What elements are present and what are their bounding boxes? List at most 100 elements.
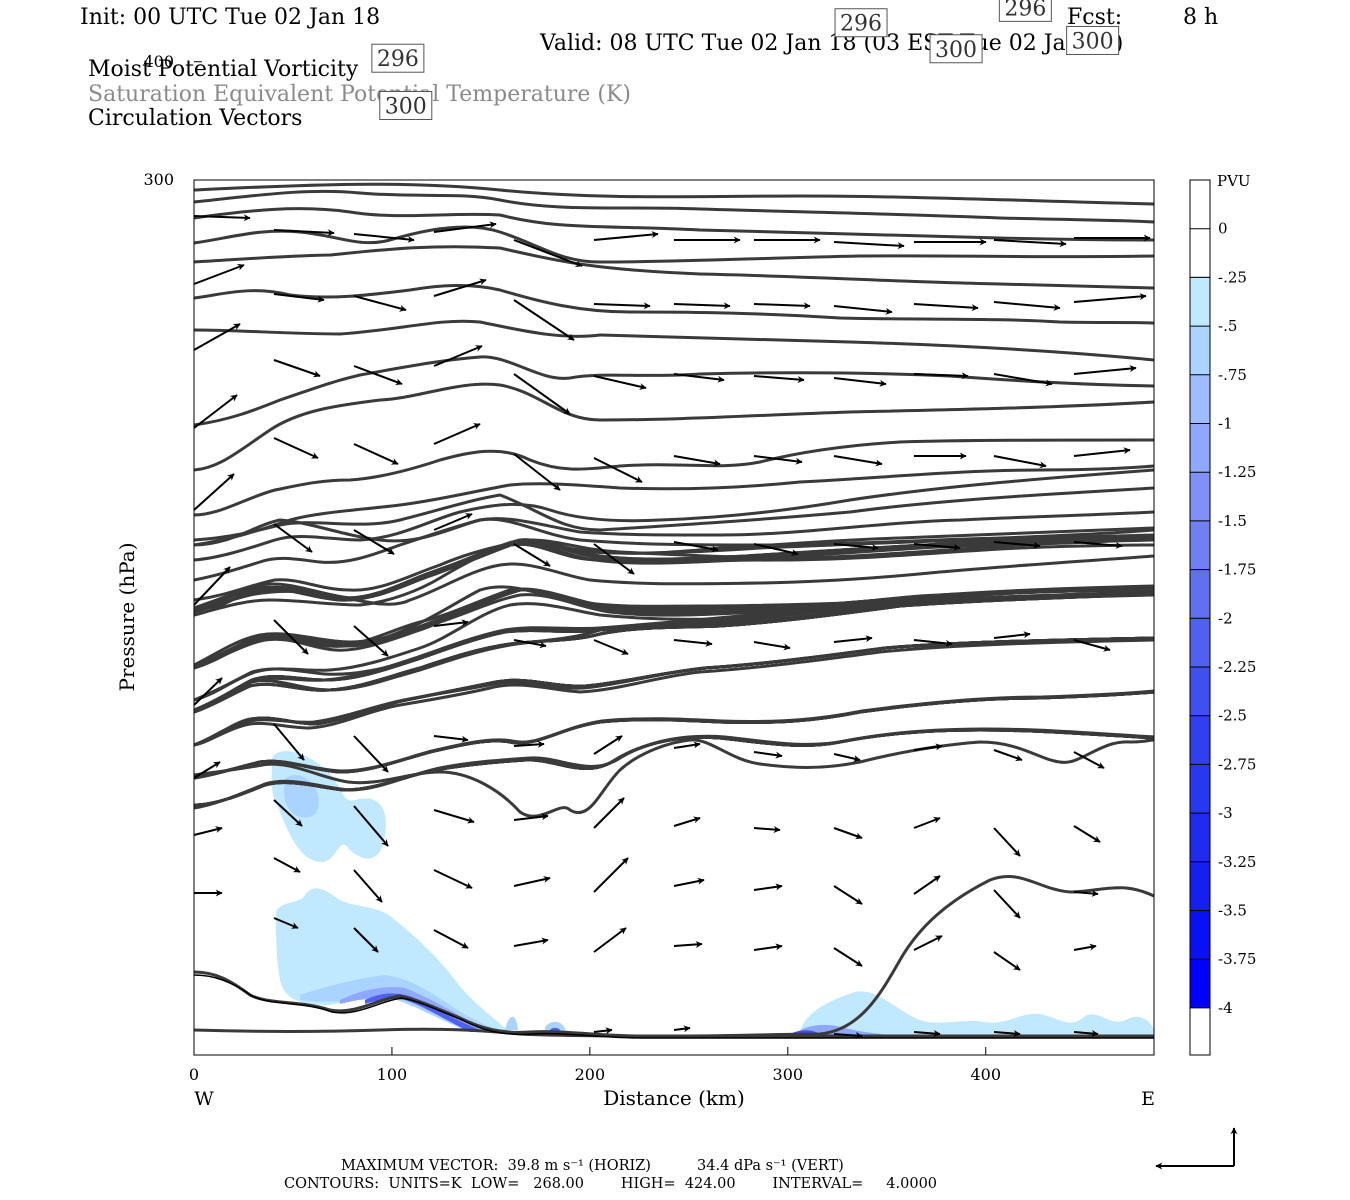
vector-arrow: [273, 437, 319, 459]
vector-arrow: [593, 231, 659, 241]
field-title-vectors: Circulation Vectors: [88, 106, 303, 131]
circulation-vectors: [193, 214, 1151, 1040]
contour-label: 300: [385, 95, 427, 120]
contour-label-box: [1066, 25, 1120, 55]
colorbar-cell: [1190, 764, 1210, 814]
vector-arrow: [273, 799, 303, 827]
vector-arrow: [193, 761, 221, 779]
vector-arrow: [753, 943, 783, 951]
vector-arrow: [593, 857, 629, 893]
vector-arrow: [673, 541, 719, 553]
colorbar-cell: [1190, 618, 1210, 667]
vector-arrow: [273, 293, 325, 303]
contour-label-box: [379, 91, 433, 121]
pv-shading: [271, 751, 1154, 1036]
colorbar-label: -1: [1218, 415, 1233, 433]
contour-line: [193, 355, 1155, 427]
contour-line: [193, 728, 1155, 807]
vector-arrow: [193, 826, 223, 836]
y-tick-label: 400: [143, 52, 174, 71]
vector-arrow: [353, 805, 389, 847]
vector-arrow: [273, 229, 335, 237]
vector-arrow: [673, 639, 713, 647]
reference-vector-legend: [1155, 1127, 1238, 1170]
vector-arrow: [593, 302, 651, 310]
colorbar-label: -.5: [1218, 317, 1237, 335]
vector-arrow: [1073, 751, 1105, 769]
vector-arrow: [913, 816, 941, 829]
vector-arrow: [273, 857, 301, 873]
vector-arrow: [993, 951, 1021, 971]
colorbar-label: -3.25: [1218, 853, 1256, 871]
vector-arrow: [273, 917, 299, 929]
colorbar-label: -2.25: [1218, 658, 1256, 676]
theta-e-contours: [193, 182, 1155, 1038]
vector-arrow: [433, 423, 481, 445]
vector-arrow: [753, 826, 781, 834]
vector-arrow: [993, 749, 1023, 762]
vector-arrow: [833, 455, 883, 467]
vector-arrow: [433, 619, 469, 627]
colorbar-cell: [1190, 715, 1210, 765]
vector-arrow: [833, 753, 861, 762]
x-tick-label: 0: [189, 1065, 199, 1084]
vector-arrow: [433, 929, 469, 949]
vector-arrow: [593, 543, 635, 575]
vector-arrow: [753, 543, 799, 557]
contour-label-box: [929, 34, 983, 64]
vector-arrow: [193, 214, 251, 222]
colorbar-label: -4: [1218, 999, 1233, 1017]
field-title-pv: Moist Potential Vorticity: [88, 57, 359, 82]
vector-arrow: [993, 1030, 1021, 1038]
pv-patch-lower: [276, 888, 520, 1035]
forecast-label: Fcst:: [1067, 5, 1123, 30]
vector-arrow: [193, 677, 223, 706]
x-end-label-east: E: [1141, 1088, 1155, 1110]
colorbar-label: -1.75: [1218, 561, 1256, 579]
colorbar-label: -2: [1218, 609, 1233, 627]
plot-frame: [193, 179, 1155, 1056]
vector-arrow: [593, 639, 629, 655]
vector-arrow: [353, 233, 415, 243]
vector-arrow: [913, 743, 943, 751]
vector-arrow: [433, 809, 475, 824]
forecast-hour: 8 h: [1183, 5, 1219, 30]
init-time: Init: 00 UTC Tue 02 Jan 18: [80, 5, 381, 30]
colorbar-cell: [1190, 910, 1210, 960]
colorbar-cell: [1190, 374, 1210, 424]
contour-label: 296: [377, 47, 419, 72]
vector-arrow: [273, 359, 321, 378]
vector-arrow: [593, 797, 625, 829]
vector-arrow: [353, 927, 379, 953]
vector-arrow: [753, 641, 791, 651]
colorbar-label: -3.75: [1218, 950, 1256, 968]
colorbar-label: -1.25: [1218, 463, 1256, 481]
vector-arrow: [1073, 365, 1137, 375]
vector-arrow: [513, 543, 551, 567]
contour-label: 296: [840, 12, 882, 37]
colorbar-label: -1.5: [1218, 512, 1247, 530]
vector-arrow: [353, 529, 395, 555]
contour-line: [193, 690, 1155, 780]
contour-line: [193, 690, 1155, 780]
colorbar-cell: [1190, 959, 1210, 1008]
vector-arrow: [353, 295, 407, 312]
vector-arrow: [593, 927, 627, 953]
colorbar-title: PVU: [1217, 172, 1251, 190]
vector-arrow: [993, 239, 1067, 248]
contour-line: [193, 584, 1155, 702]
colorbar-cell: [1190, 472, 1210, 521]
vector-arrow: [913, 875, 941, 895]
colorbar-cell: [1190, 520, 1210, 570]
vector-arrow: [433, 869, 473, 889]
vector-arrow: [673, 373, 725, 383]
vector-arrow: [993, 301, 1061, 311]
x-tick-label: 200: [575, 1065, 606, 1084]
vector-arrow: [353, 365, 403, 386]
vector-arrow: [993, 541, 1041, 549]
vector-arrow: [833, 305, 893, 315]
vector-arrow: [673, 816, 701, 827]
vector-arrow: [833, 1032, 863, 1040]
vector-arrow: [433, 345, 483, 367]
